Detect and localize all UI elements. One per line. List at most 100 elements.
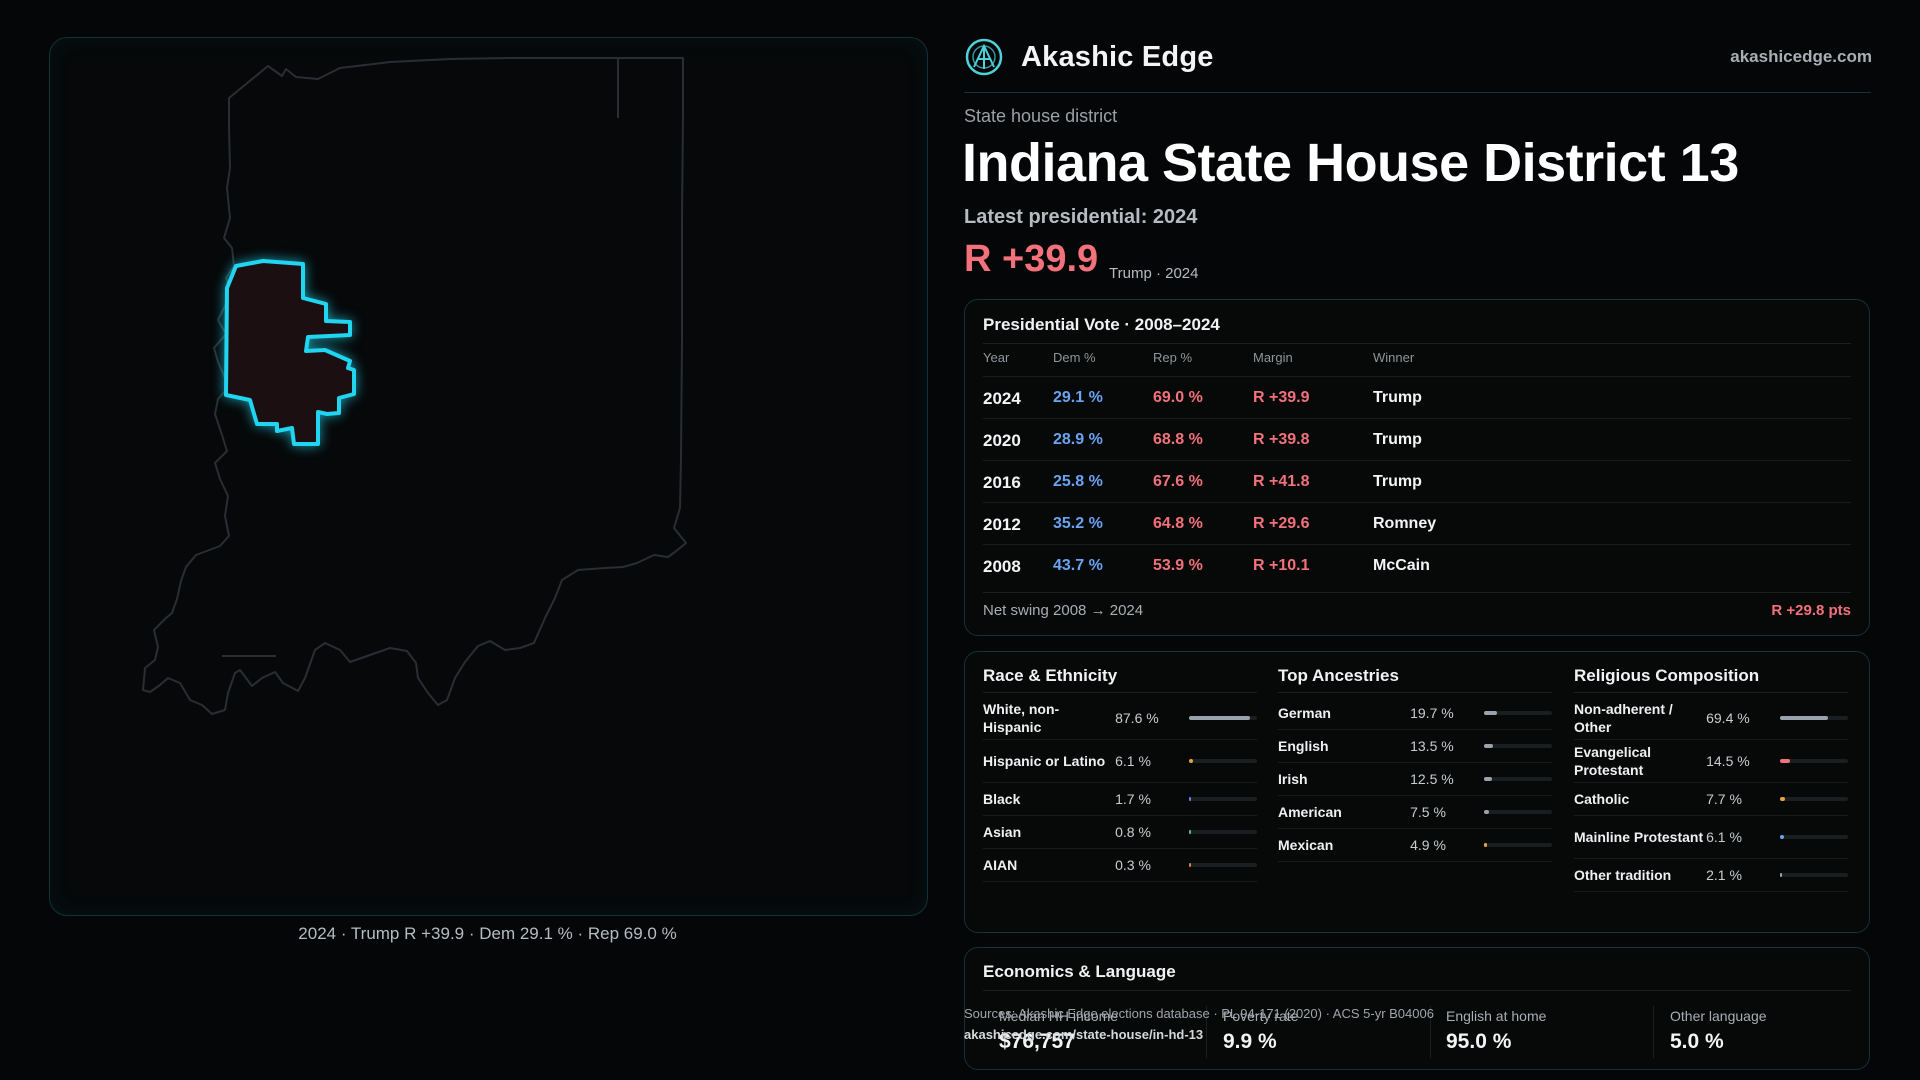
share-bar-fill — [1483, 744, 1493, 748]
vote-table-row: 2024 29.1 % 69.0 % R +39.9 Trump — [983, 376, 1851, 419]
demographic-label: English — [1278, 738, 1329, 754]
share-bar-fill — [1188, 863, 1191, 867]
race-ethnicity-section: Race & Ethnicity White, non-Hispanic 87.6… — [983, 666, 1257, 882]
share-bar-track — [1483, 777, 1552, 781]
vote-table-header: Year Dem % Rep % Margin Winner — [983, 350, 1851, 376]
economics-title: Economics & Language — [983, 962, 1176, 981]
demographic-label: AIAN — [983, 857, 1018, 873]
district-type-label: State house district — [964, 106, 1118, 126]
econ-cell: Other language 5.0 % — [1670, 1008, 1870, 1054]
vote-dem-pct: 43.7 % — [1053, 557, 1103, 574]
econ-label: English at home — [1446, 1008, 1547, 1024]
map-caption: 2024 · Trump R +39.9 · Dem 29.1 % · Rep … — [298, 924, 677, 943]
share-bar-track — [1483, 744, 1552, 748]
card-divider — [983, 692, 1257, 693]
econ-cell: Poverty rate 9.9 % — [1223, 1008, 1423, 1054]
brand[interactable]: Akashic Edge — [964, 36, 1214, 78]
econ-value: 9.9 % — [1223, 1030, 1277, 1053]
latest-margin: R +39.9 — [964, 238, 1099, 280]
sources-url-link[interactable]: akashicedge.com/state-house/in-hd-13 — [964, 1027, 1204, 1042]
economics-card: Economics & Language Median HH income $7… — [964, 947, 1870, 1070]
religion-section: Religious Composition Non-adherent / Oth… — [1574, 666, 1848, 892]
demographic-label: Asian — [983, 824, 1022, 840]
econ-divider — [1430, 1006, 1431, 1058]
demographic-value: 1.7 % — [1115, 791, 1151, 807]
demographic-value: 87.6 % — [1115, 710, 1159, 726]
district-map — [142, 57, 687, 715]
district-shape — [224, 259, 356, 446]
site-url-link[interactable]: akashicedge.com — [1730, 47, 1872, 66]
share-bar-fill — [1779, 835, 1784, 839]
demographic-value: 7.5 % — [1410, 804, 1446, 820]
share-bar-fill — [1188, 797, 1191, 801]
card-divider — [983, 990, 1851, 991]
demographic-label: German — [1278, 705, 1331, 721]
vote-dem-pct: 28.9 % — [1053, 431, 1103, 448]
presidential-vote-card: Presidential Vote · 2008–2024 Year Dem %… — [964, 299, 1870, 636]
demographic-value: 2.1 % — [1706, 867, 1742, 883]
demographic-label: Catholic — [1574, 791, 1630, 807]
vote-year: 2008 — [983, 557, 1021, 576]
share-bar-track — [1483, 843, 1552, 847]
district-map-panel — [49, 37, 928, 916]
vote-table-row: 2016 25.8 % 67.6 % R +41.8 Trump — [983, 460, 1851, 503]
vote-year: 2024 — [983, 389, 1021, 408]
brand-name: Akashic Edge — [1021, 40, 1214, 73]
vote-winner: Trump — [1373, 389, 1422, 406]
demographic-value: 0.8 % — [1115, 824, 1151, 840]
latest-margin-subtitle: Trump · 2024 — [1109, 265, 1199, 282]
vote-year: 2020 — [983, 431, 1021, 450]
vote-winner: Romney — [1373, 515, 1437, 532]
demographic-row: Hispanic or Latino 6.1 % — [983, 740, 1257, 783]
demographics-card: Race & Ethnicity White, non-Hispanic 87.6… — [964, 651, 1870, 933]
religion-title: Religious Composition — [1574, 666, 1760, 685]
vote-rep-pct: 69.0 % — [1153, 389, 1203, 406]
vote-margin: R +39.9 — [1253, 389, 1310, 406]
share-bar-fill — [1188, 716, 1250, 720]
ancestry-section: Top Ancestries German 19.7 % English 13.5 %… — [1278, 666, 1552, 862]
net-swing-value: R +29.8 pts — [1771, 602, 1851, 619]
econ-cell: English at home 95.0 % — [1446, 1008, 1646, 1054]
header-rep: Rep % — [1153, 350, 1193, 365]
demographic-row: Mexican 4.9 % — [1278, 829, 1552, 862]
share-bar-fill — [1483, 810, 1489, 814]
header-margin: Margin — [1253, 350, 1293, 365]
vote-dem-pct: 29.1 % — [1053, 389, 1103, 406]
econ-value: 95.0 % — [1446, 1030, 1512, 1053]
card-divider — [1574, 692, 1848, 693]
vote-year: 2012 — [983, 515, 1021, 534]
vote-year: 2016 — [983, 473, 1021, 492]
demographic-label: Non-adherent / Other — [1574, 701, 1673, 735]
presidential-vote-title: Presidential Vote · 2008–2024 — [983, 315, 1220, 334]
econ-label: Median HH income — [999, 1008, 1119, 1024]
demographic-row: Other tradition 2.1 % — [1574, 859, 1848, 892]
demographic-label: Mainline Protestant — [1574, 829, 1704, 845]
demographic-row: German 19.7 % — [1278, 697, 1552, 730]
demographic-label: American — [1278, 804, 1342, 820]
demographic-row: Black 1.7 % — [983, 783, 1257, 816]
demographic-value: 12.5 % — [1410, 771, 1454, 787]
demographic-value: 6.1 % — [1706, 829, 1742, 845]
econ-cell: Median HH income $76,757 — [999, 1008, 1199, 1054]
demographic-row: Evangelical Protestant 14.5 % — [1574, 740, 1848, 783]
share-bar-track — [1779, 759, 1848, 763]
demographic-value: 14.5 % — [1706, 753, 1750, 769]
vote-winner: Trump — [1373, 431, 1422, 448]
demographic-row: Asian 0.8 % — [983, 816, 1257, 849]
share-bar-fill — [1483, 711, 1498, 715]
vote-margin: R +29.6 — [1253, 515, 1310, 532]
econ-value: $76,757 — [999, 1030, 1075, 1053]
demographic-label: White, non-Hispanic — [983, 701, 1060, 735]
demographic-row: American 7.5 % — [1278, 796, 1552, 829]
latest-presidential-label: Latest presidential: 2024 — [964, 206, 1198, 228]
demographic-row: Mainline Protestant 6.1 % — [1574, 816, 1848, 859]
vote-dem-pct: 35.2 % — [1053, 515, 1103, 532]
share-bar-track — [1779, 797, 1848, 801]
demographic-value: 4.9 % — [1410, 837, 1446, 853]
vote-margin: R +41.8 — [1253, 473, 1310, 490]
share-bar-track — [1483, 810, 1552, 814]
vote-table-row: 2008 43.7 % 53.9 % R +10.1 McCain — [983, 544, 1851, 587]
share-bar-fill — [1779, 873, 1782, 877]
vote-winner: Trump — [1373, 473, 1422, 490]
vote-table-row: 2012 35.2 % 64.8 % R +29.6 Romney — [983, 502, 1851, 545]
